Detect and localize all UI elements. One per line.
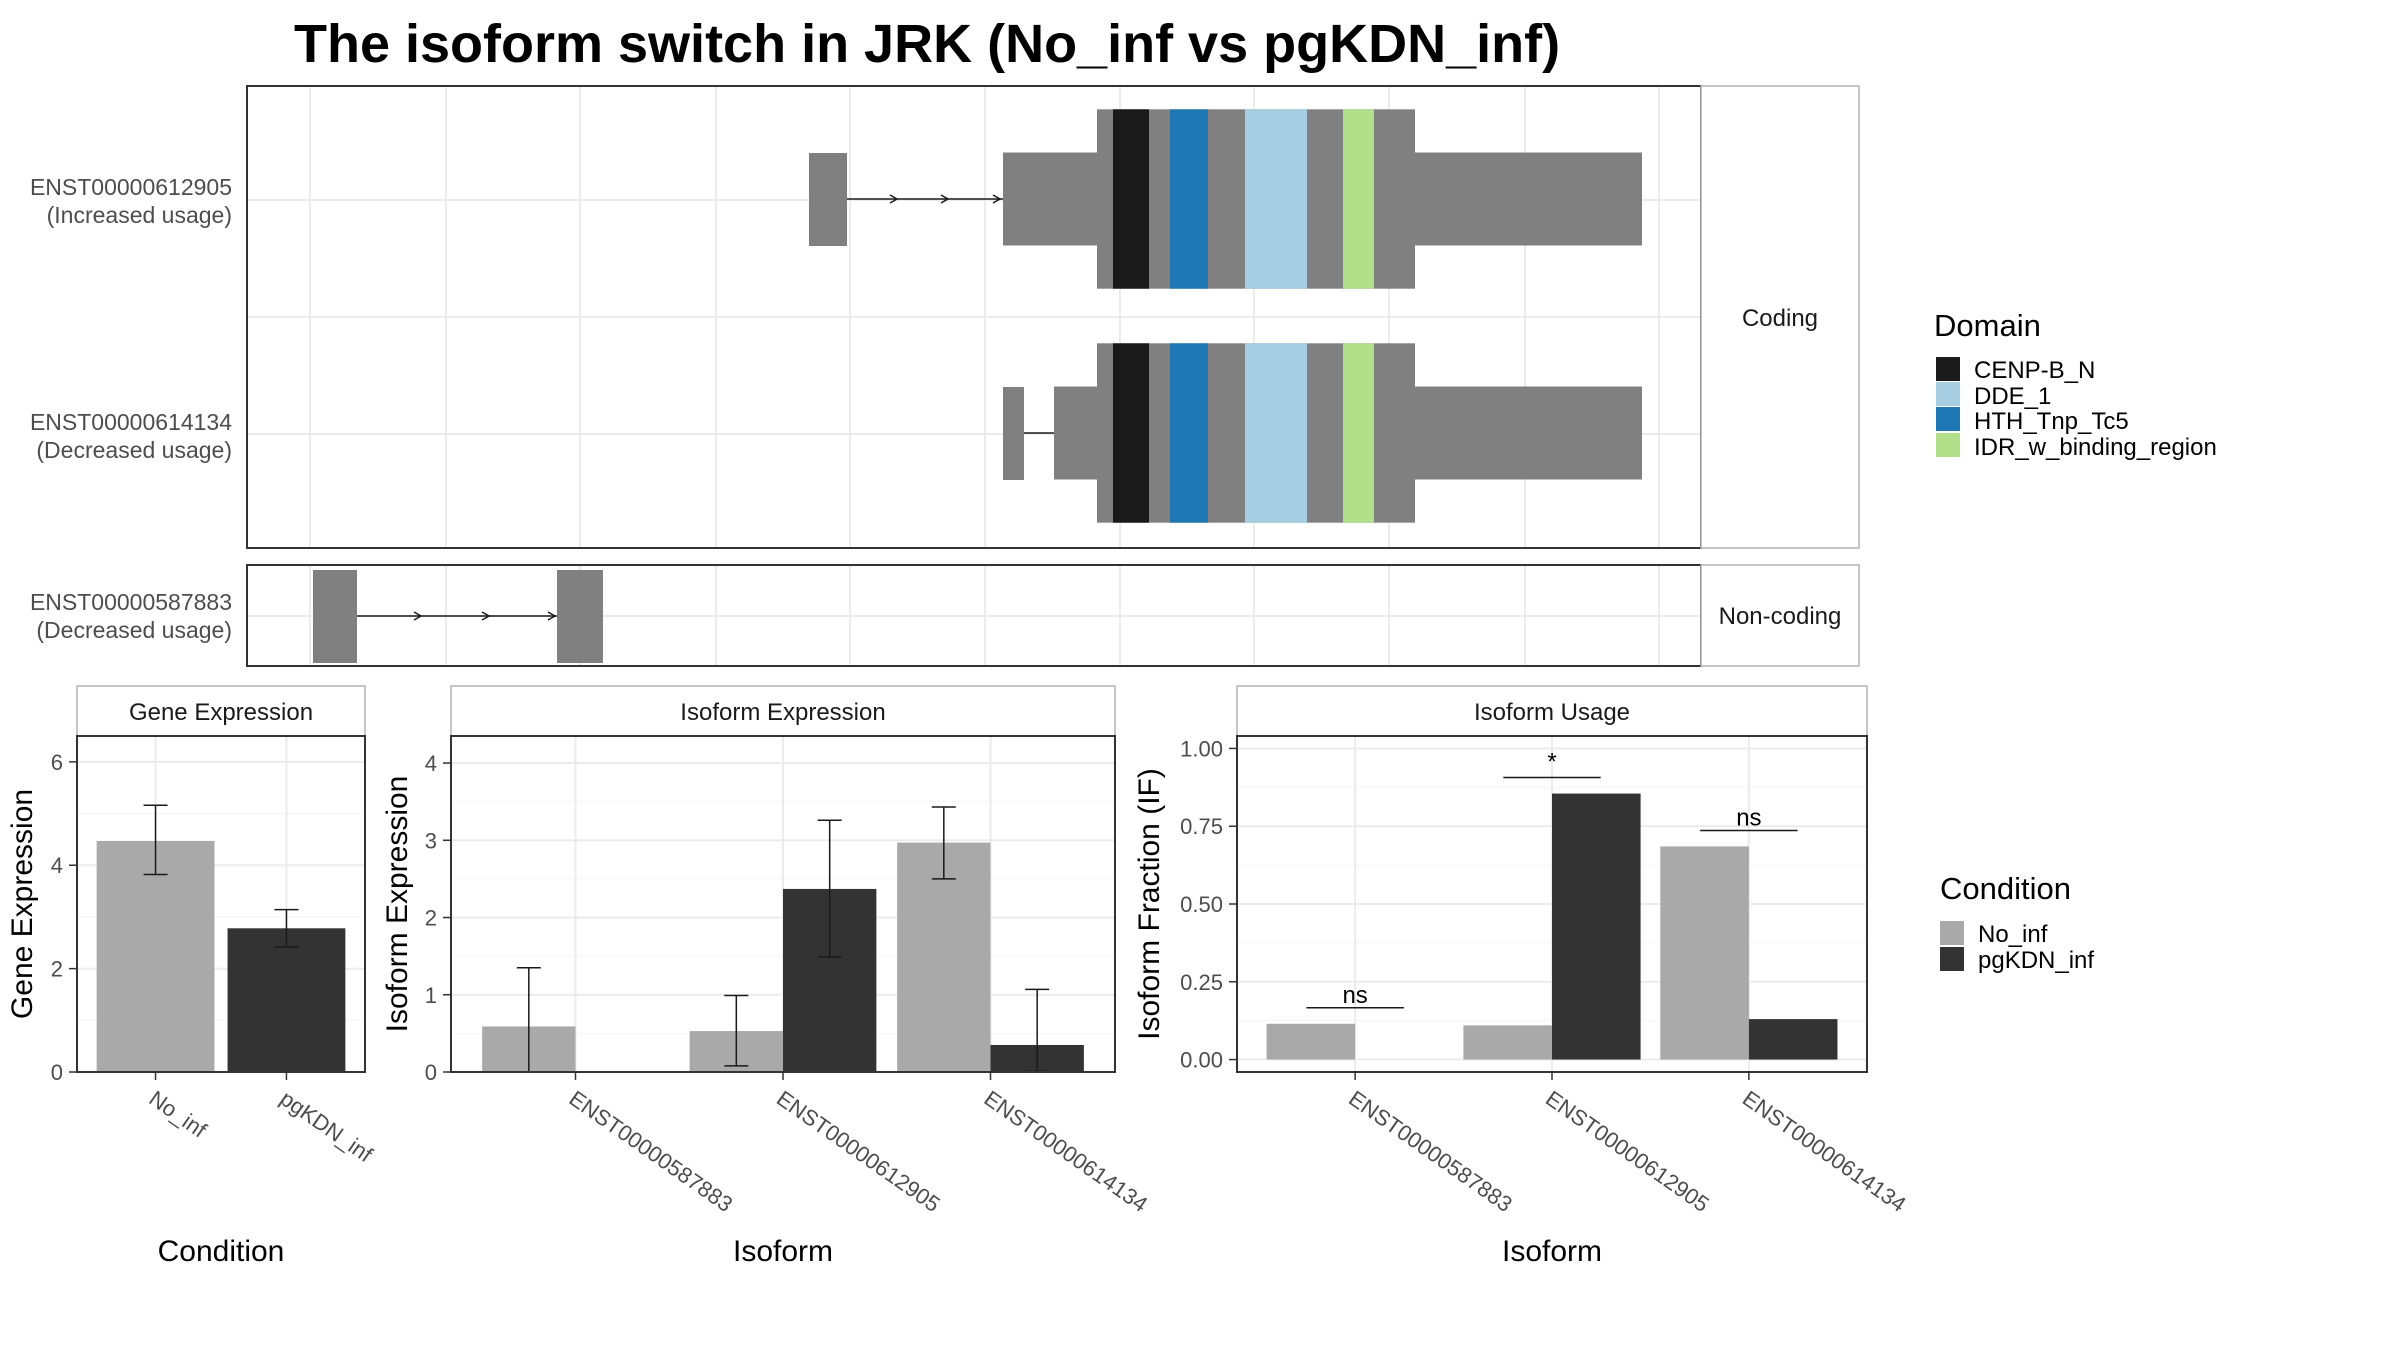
domain-legend-label: CENP-B_N bbox=[1974, 357, 2095, 384]
coding-strip-label: Coding bbox=[1742, 305, 1818, 332]
transcript-label-id: ENST00000614134 bbox=[30, 409, 232, 435]
coding-strip bbox=[1700, 85, 1860, 549]
domain-idr-w-binding-region bbox=[1343, 109, 1374, 289]
condition-legend-key bbox=[1940, 921, 1964, 945]
utr-block bbox=[1003, 152, 1097, 246]
y-tick-label: 0 bbox=[425, 1060, 437, 1085]
bar bbox=[227, 928, 346, 1072]
domain-cenp-b-n bbox=[1113, 343, 1149, 523]
intron-arrow bbox=[547, 611, 557, 621]
domain-hth-tnp-tc5 bbox=[1170, 343, 1208, 523]
bar bbox=[1748, 1019, 1838, 1060]
domain-legend-label: HTH_Tnp_Tc5 bbox=[1974, 408, 2129, 435]
x-axis-title: Isoform bbox=[733, 1235, 833, 1268]
y-tick-label: 3 bbox=[425, 828, 437, 853]
y-tick-label: 0 bbox=[51, 1060, 63, 1085]
y-tick-label: 4 bbox=[51, 853, 63, 878]
noncoding-strip-label: Non-coding bbox=[1719, 603, 1842, 630]
domain-legend: Domain CENP-B_N DDE_1 HTH_Tnp_Tc5 IDR_w_… bbox=[1934, 308, 2217, 461]
exon-block bbox=[809, 153, 847, 246]
domain-dde-1 bbox=[1245, 109, 1307, 289]
bar bbox=[1660, 846, 1749, 1060]
significance-label: * bbox=[1547, 749, 1556, 776]
x-axis-title: Isoform bbox=[1502, 1235, 1602, 1268]
domain-legend-key bbox=[1936, 357, 1960, 381]
y-tick-label: 2 bbox=[425, 906, 437, 931]
significance-label: ns bbox=[1342, 982, 1367, 1009]
domain-legend-label: DDE_1 bbox=[1974, 383, 2051, 410]
bar bbox=[897, 842, 991, 1072]
y-tick-label: 4 bbox=[425, 751, 437, 776]
exon-block bbox=[313, 570, 357, 663]
panel-strip-title: Isoform Usage bbox=[1474, 699, 1630, 726]
transcript-structure-panel: Coding Non-coding ENST00000612905 (Incre… bbox=[30, 85, 1860, 667]
domain-cenp-b-n bbox=[1113, 109, 1149, 289]
plot-border bbox=[76, 735, 366, 1073]
condition-legend: Condition No_inf pgKDN_inf bbox=[1940, 871, 2094, 974]
noncoding-tracks bbox=[313, 570, 603, 663]
transcript-label-id: ENST00000587883 bbox=[30, 589, 232, 615]
y-tick-label: 0.00 bbox=[1180, 1048, 1223, 1073]
transcript-label-usage: (Increased usage) bbox=[47, 202, 232, 228]
panel-strip-title: Isoform Expression bbox=[680, 699, 885, 726]
exon-block bbox=[1003, 387, 1024, 480]
panel-strip bbox=[450, 685, 1116, 737]
y-tick-label: 0.50 bbox=[1180, 892, 1223, 917]
utr-block bbox=[1054, 386, 1097, 480]
panel-strip-title: Gene Expression bbox=[129, 699, 313, 726]
domain-legend-key bbox=[1936, 407, 1960, 431]
y-tick-label: 2 bbox=[51, 957, 63, 982]
utr-block bbox=[1415, 152, 1642, 246]
bar bbox=[96, 840, 215, 1072]
domain-hth-tnp-tc5 bbox=[1170, 109, 1208, 289]
utr-block bbox=[1415, 386, 1642, 480]
bar bbox=[1552, 793, 1641, 1060]
intron-arrow bbox=[889, 194, 899, 204]
domain-idr-w-binding-region bbox=[1343, 343, 1374, 523]
bar bbox=[1266, 1023, 1356, 1060]
y-tick-label: 0.25 bbox=[1180, 970, 1223, 995]
condition-legend-key bbox=[1940, 947, 1964, 971]
y-tick-label: 6 bbox=[51, 750, 63, 775]
figure-title: The isoform switch in JRK (No_inf vs pgK… bbox=[294, 14, 1560, 74]
y-tick-label: 1 bbox=[425, 983, 437, 1008]
noncoding-strip bbox=[1700, 564, 1860, 667]
x-axis-title: Condition bbox=[158, 1235, 285, 1268]
condition-legend-label: pgKDN_inf bbox=[1978, 947, 2094, 974]
y-tick-label: 1.00 bbox=[1180, 736, 1223, 761]
bar bbox=[1463, 1025, 1552, 1060]
intron-arrow bbox=[413, 611, 423, 621]
domain-legend-title: Domain bbox=[1934, 308, 2041, 343]
condition-legend-label: No_inf bbox=[1978, 921, 2048, 948]
significance-label: ns bbox=[1736, 804, 1761, 831]
transcript-label-id: ENST00000612905 bbox=[30, 174, 232, 200]
intron-arrow bbox=[940, 194, 950, 204]
exon-block bbox=[557, 570, 603, 663]
coding-tracks bbox=[809, 109, 1642, 523]
y-axis-title: Isoform Expression bbox=[381, 776, 414, 1033]
y-tick-label: 0.75 bbox=[1180, 814, 1223, 839]
condition-legend-title: Condition bbox=[1940, 871, 2071, 906]
panel-strip bbox=[76, 685, 366, 737]
domain-legend-key bbox=[1936, 382, 1960, 406]
transcript-label-usage: (Decreased usage) bbox=[36, 437, 232, 463]
intron-arrow bbox=[481, 611, 491, 621]
y-axis-title: Gene Expression bbox=[6, 789, 39, 1019]
panel-strip bbox=[1236, 685, 1868, 737]
y-axis-title: Isoform Fraction (IF) bbox=[1133, 768, 1166, 1040]
domain-legend-label: IDR_w_binding_region bbox=[1974, 434, 2217, 461]
domain-dde-1 bbox=[1245, 343, 1307, 523]
intron-arrow bbox=[992, 194, 1002, 204]
domain-legend-key bbox=[1936, 433, 1960, 457]
transcript-label-usage: (Decreased usage) bbox=[36, 617, 232, 643]
